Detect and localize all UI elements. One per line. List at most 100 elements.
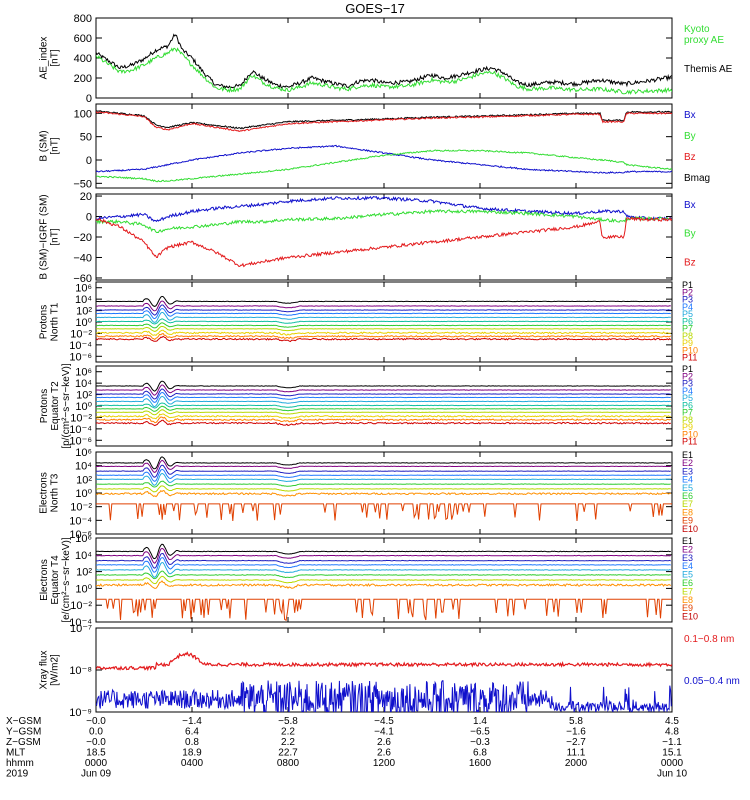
channel-label-P7: P7	[682, 408, 693, 418]
series-bx	[96, 195, 672, 223]
channel-label-P4: P4	[682, 386, 693, 396]
x-axis-value: 18.9	[182, 748, 202, 759]
y-tick-label: −60	[73, 273, 92, 285]
channel-label-P10: P10	[682, 429, 698, 439]
channel-label-E10: E10	[682, 524, 698, 534]
y-axis-label: North T3	[50, 473, 61, 512]
channel-label-E3: E3	[682, 466, 693, 476]
y-tick-label: 10⁻⁴	[69, 515, 92, 527]
x-axis-row-label: 2019	[6, 769, 29, 780]
series-P7	[96, 322, 671, 329]
series-P2	[96, 300, 671, 312]
series-E4	[96, 468, 671, 482]
series-by	[96, 149, 672, 183]
y-tick-label: 10⁻⁴	[69, 340, 92, 352]
series-E7	[96, 575, 671, 585]
x-axis-value: 0.8	[185, 737, 199, 748]
series-P6	[96, 402, 671, 409]
y-axis-label: Xray flux	[39, 651, 50, 690]
series-E1	[96, 543, 671, 560]
channel-label-P1: P1	[682, 280, 693, 290]
legend-bx: Bx	[684, 110, 696, 121]
y-tick-label: 10⁻⁷	[70, 623, 92, 635]
channel-label-E4: E4	[682, 561, 693, 571]
x-axis-value: 11.1	[567, 748, 586, 759]
x-axis-value: 2.6	[377, 737, 391, 748]
series-P2	[96, 384, 671, 396]
x-axis-value: 4.5	[665, 716, 679, 727]
channel-label-E2: E2	[682, 458, 693, 468]
legend-by: By	[684, 131, 696, 142]
x-axis-value: 2000	[565, 758, 588, 769]
x-axis-value: 0800	[277, 758, 300, 769]
panel-frame	[95, 103, 673, 189]
channel-label-E1: E1	[682, 450, 693, 460]
y-tick-label: 400	[74, 53, 92, 65]
y-tick-label: 0	[86, 155, 92, 167]
panel-2: 100 50 0 −50 B (SM) [nT] Bx By Bz Bmag	[39, 103, 710, 190]
y-axis-label: [p/(cm²−s−sr−keV)]	[61, 363, 72, 449]
y-tick-label: 10⁰	[75, 317, 92, 329]
y-axis-label: B (SM)	[39, 130, 50, 161]
series-E1	[96, 456, 671, 470]
channel-label-E9: E9	[682, 516, 693, 526]
x-axis-value: −0.0	[86, 737, 106, 748]
channel-label-P5: P5	[682, 393, 693, 403]
series-P9	[96, 413, 671, 420]
series-E4	[96, 557, 671, 573]
legend-bz: Bz	[684, 152, 696, 163]
y-axis-label: Protons	[39, 305, 50, 339]
x-axis-value: −2.7	[566, 737, 586, 748]
y-axis-label: AE_index	[39, 37, 50, 80]
y-tick-label: 10⁶	[75, 367, 92, 379]
y-axis-label: [nT]	[50, 228, 61, 245]
plot-area	[96, 651, 672, 712]
legend-kyoto-proxy-ae: proxy AE	[684, 35, 724, 46]
x-axis-value: −4.5	[374, 716, 394, 727]
channel-label-E8: E8	[682, 507, 693, 517]
channel-label-E1: E1	[682, 536, 693, 546]
series-P5	[96, 311, 671, 323]
y-tick-label: 100	[74, 108, 92, 120]
channel-label-P5: P5	[682, 309, 693, 319]
y-tick-label: 10⁻²	[70, 412, 92, 424]
legend-0-05-0-4-nm: 0.05−0.4 nm	[684, 676, 740, 687]
channel-label-E5: E5	[682, 483, 693, 493]
x-axis-value: −6.5	[470, 727, 490, 738]
panel-3: 20 0 −20 −40 −60 B (SM)−IGRF (SM) [nT] Bx By Bz	[39, 191, 696, 285]
series-E2	[96, 459, 671, 473]
channel-label-E4: E4	[682, 475, 693, 485]
channel-label-P6: P6	[682, 316, 693, 326]
series-P6	[96, 318, 671, 325]
plot-area	[96, 456, 672, 522]
legend-bz: Bz	[684, 257, 696, 268]
series-P4	[96, 307, 671, 320]
channel-label-E5: E5	[682, 570, 693, 580]
channel-label-E7: E7	[682, 499, 693, 509]
channel-label-P8: P8	[682, 415, 693, 425]
y-tick-label: 10⁻²	[70, 600, 92, 612]
channel-label-P8: P8	[682, 331, 693, 341]
y-tick-label: 10⁻⁴	[69, 424, 92, 436]
x-axis-value: Jun 10	[657, 769, 687, 780]
y-tick-label: 0	[86, 212, 92, 224]
channel-label-P3: P3	[682, 379, 693, 389]
plot-title: GOES−17	[345, 1, 405, 16]
x-axis-value: 5.8	[569, 716, 583, 727]
x-axis-row-label: MLT	[6, 748, 25, 759]
y-axis-label: [nT]	[50, 49, 61, 66]
y-tick-label: 10⁴	[75, 550, 92, 562]
series-xray-short	[96, 680, 672, 712]
x-axis-value: 1200	[373, 758, 396, 769]
plot-area	[96, 33, 672, 95]
series-xray-long	[96, 651, 672, 672]
channel-label-P11: P11	[682, 353, 697, 363]
series-P5	[96, 395, 671, 408]
y-tick-label: 10⁴	[75, 461, 92, 473]
channel-label-P7: P7	[682, 324, 693, 334]
x-axis-value: 4.8	[665, 727, 679, 738]
y-axis-label: Equator T4	[50, 555, 61, 605]
